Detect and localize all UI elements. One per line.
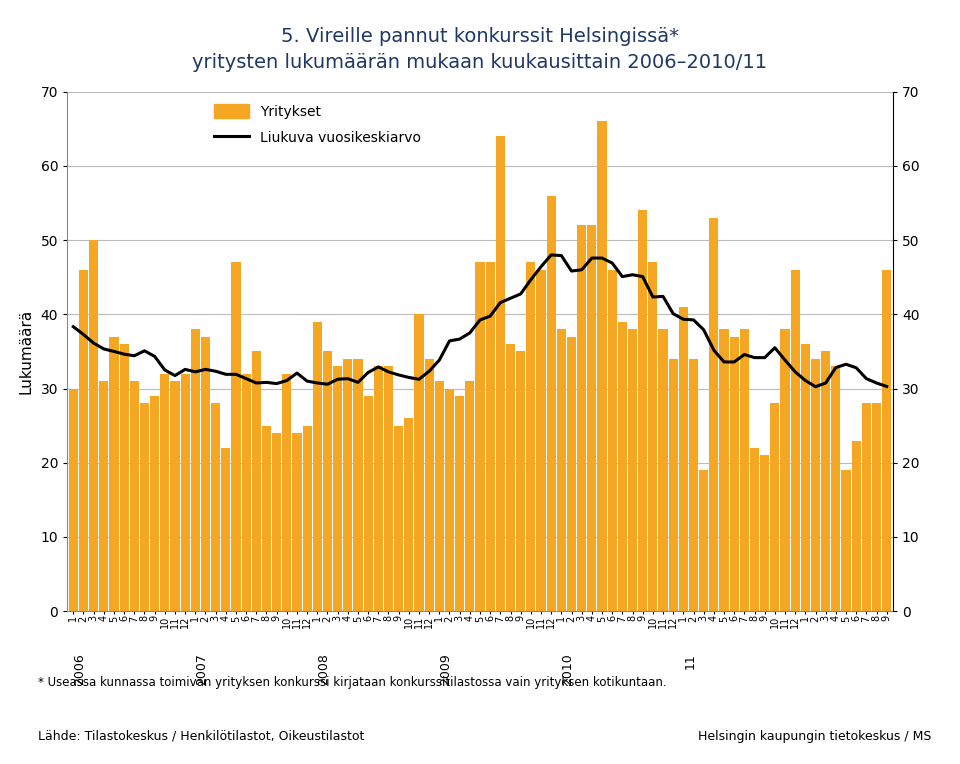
Bar: [180, 374, 190, 611]
Bar: [404, 418, 414, 611]
Bar: [882, 270, 891, 611]
Bar: [740, 329, 749, 611]
Bar: [252, 351, 261, 611]
Bar: [801, 344, 810, 611]
Bar: [231, 262, 241, 611]
Bar: [608, 270, 616, 611]
Bar: [191, 329, 200, 611]
Bar: [323, 351, 332, 611]
Text: 11: 11: [684, 653, 696, 668]
Bar: [353, 359, 363, 611]
Bar: [516, 351, 525, 611]
Bar: [69, 389, 78, 611]
Bar: [668, 359, 678, 611]
Bar: [293, 433, 301, 611]
Bar: [364, 396, 372, 611]
Bar: [495, 136, 505, 611]
Bar: [597, 121, 607, 611]
Bar: [201, 337, 210, 611]
Bar: [557, 329, 565, 611]
Bar: [120, 344, 129, 611]
Bar: [831, 366, 840, 611]
Bar: [506, 344, 516, 611]
Bar: [242, 374, 251, 611]
Bar: [588, 225, 596, 611]
Bar: [821, 351, 830, 611]
Bar: [750, 448, 759, 611]
Bar: [150, 396, 159, 611]
Bar: [262, 426, 271, 611]
Bar: [344, 359, 352, 611]
Bar: [130, 381, 139, 611]
Text: 2006: 2006: [73, 653, 86, 685]
Bar: [872, 403, 881, 611]
Bar: [730, 337, 739, 611]
Bar: [302, 426, 312, 611]
Bar: [395, 426, 403, 611]
Bar: [79, 270, 88, 611]
Bar: [567, 337, 576, 611]
Bar: [709, 218, 718, 611]
Bar: [475, 262, 485, 611]
Bar: [384, 366, 393, 611]
Bar: [780, 329, 790, 611]
Text: 2010: 2010: [562, 653, 574, 685]
Bar: [628, 329, 637, 611]
Bar: [444, 389, 454, 611]
Bar: [618, 322, 627, 611]
Bar: [852, 441, 861, 611]
Bar: [109, 337, 118, 611]
Text: 5. Vireille pannut konkurssit Helsingissä*: 5. Vireille pannut konkurssit Helsingiss…: [281, 27, 679, 46]
Bar: [140, 403, 149, 611]
Bar: [333, 366, 342, 611]
Bar: [546, 196, 556, 611]
Bar: [486, 262, 494, 611]
Bar: [699, 470, 708, 611]
Bar: [435, 381, 444, 611]
Text: Helsingin kaupungin tietokeskus / MS: Helsingin kaupungin tietokeskus / MS: [698, 730, 931, 743]
Bar: [842, 470, 851, 611]
Bar: [89, 240, 98, 611]
Legend: Yritykset, Liukuva vuosikeskiarvo: Yritykset, Liukuva vuosikeskiarvo: [214, 104, 421, 144]
Y-axis label: Lukumäärä: Lukumäärä: [18, 309, 34, 394]
Bar: [211, 403, 220, 611]
Bar: [791, 270, 800, 611]
Text: * Useassa kunnassa toimivan yrityksen konkurssi kirjataan konkurssitilastossa va: * Useassa kunnassa toimivan yrityksen ko…: [38, 676, 667, 689]
Bar: [719, 329, 729, 611]
Bar: [373, 366, 383, 611]
Text: 2008: 2008: [318, 653, 330, 685]
Bar: [99, 381, 108, 611]
Bar: [455, 396, 465, 611]
Bar: [424, 359, 434, 611]
Text: yritysten lukumäärän mukaan kuukausittain 2006–2010/11: yritysten lukumäärän mukaan kuukausittai…: [192, 53, 768, 73]
Bar: [160, 374, 169, 611]
Bar: [313, 322, 322, 611]
Bar: [415, 314, 423, 611]
Bar: [760, 455, 769, 611]
Bar: [659, 329, 667, 611]
Bar: [537, 270, 545, 611]
Bar: [171, 381, 180, 611]
Bar: [526, 262, 536, 611]
Bar: [679, 307, 688, 611]
Bar: [638, 210, 647, 611]
Bar: [862, 403, 871, 611]
Text: 2007: 2007: [195, 653, 208, 685]
Bar: [466, 381, 474, 611]
Bar: [648, 262, 658, 611]
Bar: [770, 403, 780, 611]
Bar: [282, 374, 292, 611]
Bar: [577, 225, 587, 611]
Bar: [221, 448, 230, 611]
Bar: [272, 433, 281, 611]
Text: 2009: 2009: [440, 653, 452, 685]
Text: Lähde: Tilastokeskus / Henkilötilastot, Oikeustilastot: Lähde: Tilastokeskus / Henkilötilastot, …: [38, 730, 365, 743]
Bar: [811, 359, 820, 611]
Bar: [689, 359, 698, 611]
